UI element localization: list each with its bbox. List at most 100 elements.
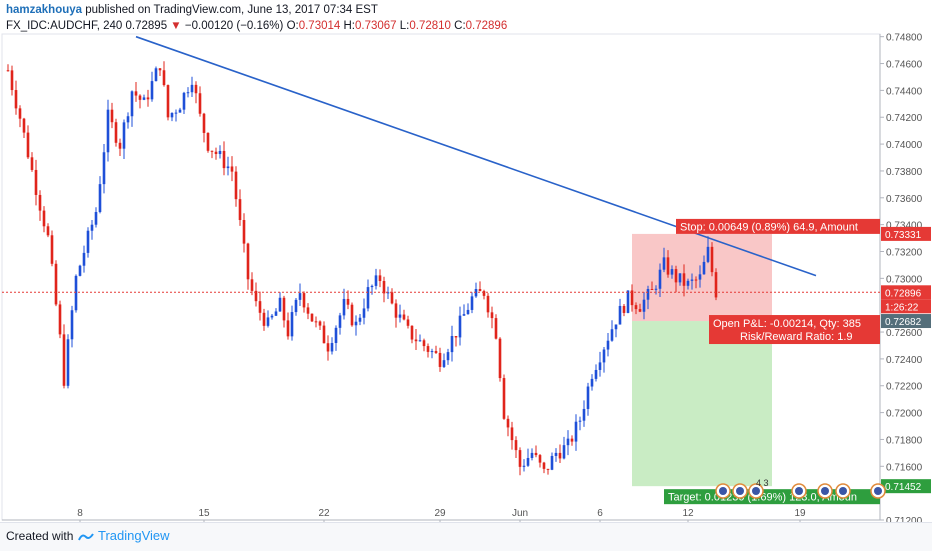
candle-body	[302, 293, 306, 308]
candle-body	[486, 295, 490, 313]
y-axis: 0.74800 0.74600 0.74400 0.74200 0.74000 0.738…	[880, 33, 923, 522]
candle-body	[66, 339, 70, 386]
candle-body	[682, 273, 686, 286]
candle	[174, 109, 178, 122]
candle-body	[626, 290, 630, 313]
low-value: 0.72810	[409, 20, 451, 32]
candle	[246, 242, 250, 290]
candle	[258, 291, 262, 321]
candle-body	[502, 378, 506, 419]
candle	[230, 156, 234, 182]
candle	[502, 374, 506, 420]
candle-body	[322, 325, 326, 344]
candle-body	[170, 112, 174, 118]
candle-body	[678, 273, 682, 283]
candle-body	[410, 325, 414, 340]
candle	[410, 325, 414, 344]
candle	[150, 71, 154, 102]
candle	[226, 156, 230, 176]
candle	[406, 315, 410, 329]
candle	[110, 102, 114, 129]
candle	[66, 334, 70, 389]
candle	[514, 436, 518, 459]
candle-body	[646, 289, 650, 300]
candle-body	[54, 263, 58, 305]
candle-body	[254, 290, 258, 302]
candle-body	[158, 68, 162, 71]
price-chart[interactable]: Stop: 0.00649 (0.89%) 64.9, Amount Target…	[0, 0, 932, 522]
candle	[238, 189, 242, 226]
candle-body	[98, 184, 102, 213]
price-badge-text: 0.72896	[885, 288, 922, 299]
candle-body	[578, 420, 582, 422]
candle	[242, 213, 246, 253]
price-badge-text: 1:26:22	[885, 302, 919, 313]
flag-icon-inner	[795, 487, 803, 495]
candle-body	[126, 116, 130, 123]
candle	[266, 310, 270, 328]
candle	[634, 302, 638, 315]
candle-body	[318, 321, 322, 326]
candle	[86, 227, 90, 258]
candle-body	[702, 261, 706, 275]
candle-body	[238, 199, 242, 221]
candle-body	[182, 92, 186, 110]
candle	[126, 112, 130, 129]
candle	[218, 145, 222, 159]
low-label: L:	[399, 20, 410, 32]
candle-body	[146, 97, 150, 100]
candle-body	[14, 90, 18, 109]
flag-icon-inner	[839, 487, 847, 495]
y-tick-label: 0.74400	[886, 86, 923, 97]
y-tick-label: 0.74000	[886, 140, 923, 151]
candle-body	[290, 312, 294, 337]
candle	[710, 242, 714, 277]
y-tick-label: 0.72400	[886, 355, 923, 366]
candle	[318, 320, 322, 330]
candle-body	[30, 157, 34, 170]
candle-body	[154, 68, 158, 82]
candle	[686, 278, 690, 290]
candle	[130, 90, 134, 127]
candle-body	[350, 304, 354, 326]
candle-body	[74, 275, 78, 311]
candle-body	[202, 113, 206, 133]
candle-body	[38, 194, 42, 211]
candle	[366, 279, 370, 312]
candle-body	[102, 152, 106, 185]
candle	[450, 325, 454, 362]
candle	[330, 337, 334, 355]
candle	[270, 313, 274, 320]
candle-body	[314, 321, 318, 323]
candle	[602, 346, 606, 373]
created-with-label: Created with	[6, 529, 74, 543]
candle	[398, 304, 402, 323]
candle-body	[230, 166, 234, 172]
candle	[530, 448, 534, 461]
candle	[294, 297, 298, 316]
candle-body	[286, 320, 290, 337]
author-name[interactable]: hamzakhouya	[6, 4, 83, 16]
candle-body	[394, 303, 398, 318]
candle-body	[450, 336, 454, 353]
candle-body	[178, 109, 182, 113]
target-zone	[632, 321, 772, 487]
candle-body	[190, 84, 194, 93]
candle-body	[466, 309, 470, 315]
candle	[70, 305, 74, 348]
candle-body	[366, 287, 370, 309]
tradingview-logo[interactable]: TradingView	[78, 528, 170, 543]
candle	[582, 400, 586, 427]
candle	[42, 206, 46, 233]
stop-label-text: Stop: 0.00649 (0.89%) 64.9, Amount	[680, 221, 858, 233]
candle-body	[402, 314, 406, 320]
candle	[178, 107, 182, 113]
candle	[546, 468, 550, 475]
price-badge: 0.71452	[881, 479, 931, 494]
candle	[462, 304, 466, 316]
candle	[146, 89, 150, 107]
publish-info: hamzakhouya published on TradingView.com…	[6, 4, 378, 16]
candle	[114, 118, 118, 147]
y-tick-label: 0.73600	[886, 194, 923, 205]
candle-body	[638, 309, 642, 312]
